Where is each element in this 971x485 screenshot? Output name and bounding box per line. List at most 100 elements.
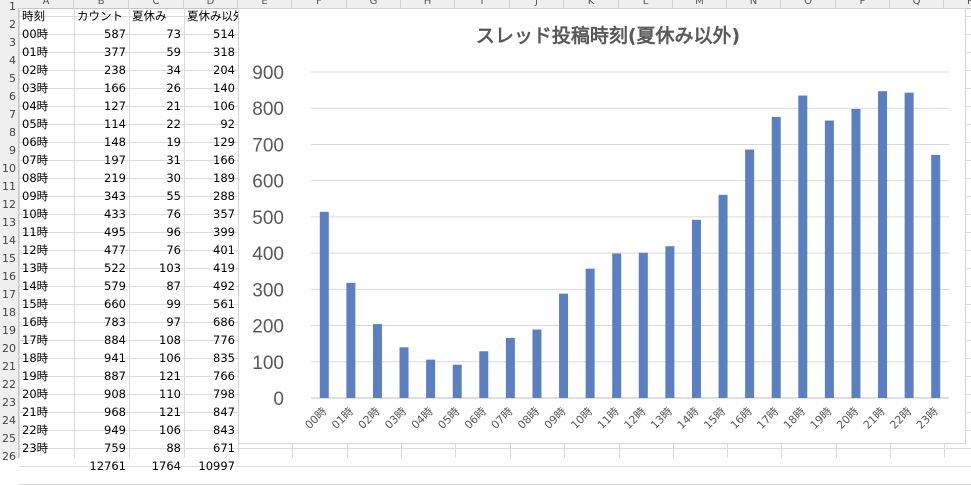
cell-c7[interactable]: 22 xyxy=(166,117,181,131)
bar-11時[interactable] xyxy=(612,253,622,398)
cell-d13[interactable]: 399 xyxy=(213,225,235,239)
bar-19時[interactable] xyxy=(824,120,834,398)
cell-d1[interactable]: 夏休み以外 xyxy=(187,9,238,23)
cell-a13[interactable]: 11時 xyxy=(22,225,49,239)
row-header-10[interactable]: 10 xyxy=(2,162,16,175)
column-header-a[interactable]: A xyxy=(19,0,74,8)
bar-13時[interactable] xyxy=(665,246,675,398)
column-header-l[interactable]: L xyxy=(619,0,673,8)
cell-d11[interactable]: 288 xyxy=(213,189,235,203)
cell-c18[interactable]: 97 xyxy=(166,315,181,329)
bar-12時[interactable] xyxy=(638,252,648,398)
cell-a21[interactable]: 19時 xyxy=(22,369,49,383)
cell-a22[interactable]: 20時 xyxy=(22,387,49,401)
cell-a4[interactable]: 02時 xyxy=(22,63,49,77)
cell-b6[interactable]: 127 xyxy=(104,99,126,113)
cell-d19[interactable]: 776 xyxy=(213,333,235,347)
row-header-25[interactable]: 25 xyxy=(2,432,16,445)
bar-18時[interactable] xyxy=(798,95,808,399)
cell-b4[interactable]: 238 xyxy=(104,63,126,77)
cell-a8[interactable]: 06時 xyxy=(22,135,49,149)
cell-c3[interactable]: 59 xyxy=(166,45,181,59)
cell-c24[interactable]: 106 xyxy=(159,423,181,437)
column-header-m[interactable]: M xyxy=(673,0,727,8)
row-header-20[interactable]: 20 xyxy=(2,342,16,355)
cell-c4[interactable]: 34 xyxy=(166,63,181,77)
column-header-p[interactable]: P xyxy=(836,0,890,8)
cell-d7[interactable]: 92 xyxy=(220,117,235,131)
column-header-i[interactable]: I xyxy=(455,0,510,8)
row-header-11[interactable]: 11 xyxy=(2,180,16,193)
cell-c9[interactable]: 31 xyxy=(166,153,181,167)
row-header-19[interactable]: 19 xyxy=(2,324,16,337)
cell-c23[interactable]: 121 xyxy=(159,405,181,419)
cell-c21[interactable]: 121 xyxy=(159,369,181,383)
cell-b12[interactable]: 433 xyxy=(104,207,126,221)
row-header-8[interactable]: 8 xyxy=(9,126,16,139)
cell-d10[interactable]: 189 xyxy=(213,171,235,185)
cell-b15[interactable]: 522 xyxy=(104,261,126,275)
cell-a19[interactable]: 17時 xyxy=(22,333,49,347)
cell-b8[interactable]: 148 xyxy=(104,135,126,149)
cell-c5[interactable]: 26 xyxy=(166,81,181,95)
cell-c13[interactable]: 96 xyxy=(166,225,181,239)
column-header-d[interactable]: D xyxy=(184,0,238,8)
cell-b11[interactable]: 343 xyxy=(104,189,126,203)
column-header-n[interactable]: N xyxy=(727,0,781,8)
cell-c17[interactable]: 99 xyxy=(166,297,181,311)
bar-16時[interactable] xyxy=(745,149,755,398)
cell-b1[interactable]: カウント xyxy=(77,9,123,23)
bar-00時[interactable] xyxy=(319,211,329,398)
row-header-2[interactable]: 2 xyxy=(9,18,16,31)
cell-d20[interactable]: 835 xyxy=(213,351,235,365)
bar-03時[interactable] xyxy=(399,347,409,398)
cell-c11[interactable]: 55 xyxy=(166,189,181,203)
cell-d22[interactable]: 798 xyxy=(213,387,235,401)
cell-d8[interactable]: 129 xyxy=(213,135,235,149)
chart-area[interactable]: スレッド投稿時刻(夏休み以外) 0 100 200 300 400 500 600 700 80… xyxy=(238,8,966,444)
cell-a6[interactable]: 04時 xyxy=(22,99,49,113)
cell-a14[interactable]: 12時 xyxy=(22,243,49,257)
cell-d23[interactable]: 847 xyxy=(213,405,235,419)
cell-a9[interactable]: 07時 xyxy=(22,153,49,167)
row-header-16[interactable]: 16 xyxy=(2,270,16,283)
column-header-q[interactable]: Q xyxy=(890,0,944,8)
cell-b14[interactable]: 477 xyxy=(104,243,126,257)
cell-b18[interactable]: 783 xyxy=(104,315,126,329)
cell-d16[interactable]: 492 xyxy=(213,279,235,293)
cell-b23[interactable]: 968 xyxy=(104,405,126,419)
cell-c2[interactable]: 73 xyxy=(166,27,181,41)
bar-05時[interactable] xyxy=(452,364,462,398)
cell-d2[interactable]: 514 xyxy=(213,27,235,41)
bar-02時[interactable] xyxy=(372,324,382,398)
cell-c19[interactable]: 108 xyxy=(159,333,181,347)
cell-c10[interactable]: 30 xyxy=(166,171,181,185)
cell-b3[interactable]: 377 xyxy=(104,45,126,59)
row-header-18[interactable]: 18 xyxy=(2,306,16,319)
bar-08時[interactable] xyxy=(532,329,542,398)
cell-a16[interactable]: 14時 xyxy=(22,279,49,293)
cell-b9[interactable]: 197 xyxy=(104,153,126,167)
cell-d14[interactable]: 401 xyxy=(213,243,235,257)
row-header-17[interactable]: 17 xyxy=(2,288,16,301)
cell-c12[interactable]: 76 xyxy=(166,207,181,221)
row-header-14[interactable]: 14 xyxy=(2,234,16,247)
bar-07時[interactable] xyxy=(505,337,515,398)
cell-c8[interactable]: 19 xyxy=(166,135,181,149)
cell-a18[interactable]: 16時 xyxy=(22,315,49,329)
bar-23時[interactable] xyxy=(931,154,941,398)
cell-a24[interactable]: 22時 xyxy=(22,423,49,437)
row-header-15[interactable]: 15 xyxy=(2,252,16,265)
cell-b16[interactable]: 579 xyxy=(104,279,126,293)
row-header-1[interactable]: 1 xyxy=(9,0,16,13)
cell-a3[interactable]: 01時 xyxy=(22,45,49,59)
row-header-24[interactable]: 24 xyxy=(2,414,16,427)
cell-b21[interactable]: 887 xyxy=(104,369,126,383)
cell-b22[interactable]: 908 xyxy=(104,387,126,401)
cell-a1[interactable]: 時刻 xyxy=(22,9,45,23)
cell-a11[interactable]: 09時 xyxy=(22,189,49,203)
row-header-4[interactable]: 4 xyxy=(9,54,16,67)
cell-d24[interactable]: 843 xyxy=(213,423,235,437)
cell-d12[interactable]: 357 xyxy=(213,207,235,221)
cell-a17[interactable]: 15時 xyxy=(22,297,49,311)
